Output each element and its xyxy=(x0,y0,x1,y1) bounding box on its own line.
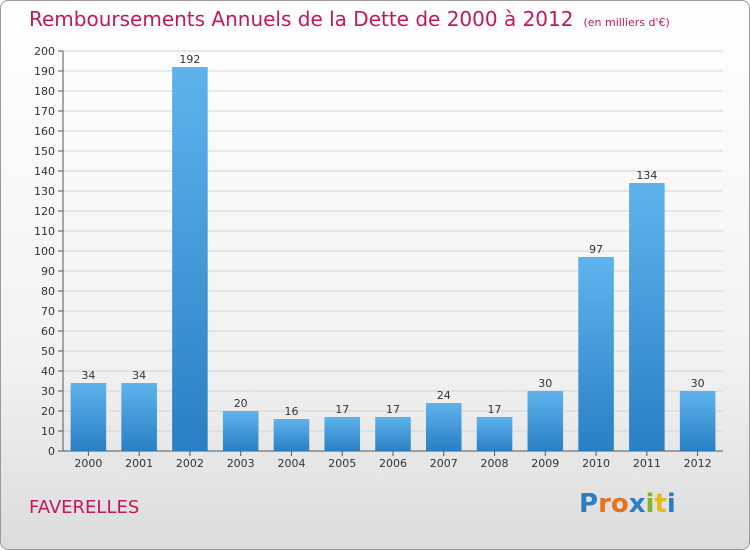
x-tick-label-2001: 2001 xyxy=(125,457,153,470)
logo-letter: i xyxy=(645,489,655,519)
logo-letter: r xyxy=(598,489,611,519)
bar-2005 xyxy=(324,417,360,451)
chart-title: Remboursements Annuels de la Dette de 20… xyxy=(29,7,574,31)
y-tick-label: 30 xyxy=(41,385,55,398)
proxiti-logo: Proxiti xyxy=(579,489,676,519)
y-tick-label: 170 xyxy=(34,105,55,118)
bar-2012 xyxy=(679,391,716,451)
data-label-2008: 17 xyxy=(488,403,502,416)
x-tick-label-2007: 2007 xyxy=(430,457,458,470)
x-tick-label-2004: 2004 xyxy=(277,457,305,470)
x-tick-label-2000: 2000 xyxy=(74,457,102,470)
bar-2006 xyxy=(375,417,411,451)
x-tick-label-2010: 2010 xyxy=(582,457,610,470)
y-tick-label: 40 xyxy=(41,365,55,378)
logo-letter: t xyxy=(654,489,667,519)
bar-2001 xyxy=(121,383,157,451)
title-row: Remboursements Annuels de la Dette de 20… xyxy=(29,7,670,31)
y-tick-label: 60 xyxy=(41,325,55,338)
y-tick-label: 150 xyxy=(34,145,55,158)
bar-2004 xyxy=(273,419,310,451)
data-label-2004: 16 xyxy=(284,405,298,418)
y-tick-label: 190 xyxy=(34,65,55,78)
x-tick-label-2008: 2008 xyxy=(481,457,509,470)
x-tick-label-2011: 2011 xyxy=(633,457,661,470)
bar-2007 xyxy=(426,403,462,451)
y-tick-label: 100 xyxy=(34,245,55,258)
y-tick-label: 140 xyxy=(34,165,55,178)
y-tick-label: 160 xyxy=(34,125,55,138)
bar-2003 xyxy=(222,411,259,451)
bar-2009 xyxy=(527,391,564,451)
y-tick-label: 90 xyxy=(41,265,55,278)
logo-letter: x xyxy=(628,489,646,519)
data-label-2012: 30 xyxy=(691,377,705,390)
x-tick-label-2012: 2012 xyxy=(684,457,712,470)
x-tick-label-2006: 2006 xyxy=(379,457,407,470)
data-label-2010: 97 xyxy=(589,243,603,256)
y-tick-label: 50 xyxy=(41,345,55,358)
data-label-2001: 34 xyxy=(132,369,146,382)
chart-subtitle: (en milliers d'€) xyxy=(583,16,670,29)
y-tick-label: 70 xyxy=(41,305,55,318)
data-label-2009: 30 xyxy=(538,377,552,390)
y-tick-label: 130 xyxy=(34,185,55,198)
x-tick-label-2003: 2003 xyxy=(227,457,255,470)
y-tick-label: 20 xyxy=(41,405,55,418)
logo-letter: o xyxy=(610,489,629,519)
data-label-2000: 34 xyxy=(81,369,95,382)
x-tick-label-2005: 2005 xyxy=(328,457,356,470)
y-tick-label: 10 xyxy=(41,425,55,438)
data-label-2011: 134 xyxy=(636,169,657,182)
y-tick-label: 180 xyxy=(34,85,55,98)
data-label-2007: 24 xyxy=(437,389,451,402)
bar-2000 xyxy=(70,383,107,451)
data-label-2006: 17 xyxy=(386,403,400,416)
data-label-2003: 20 xyxy=(234,397,248,410)
bar-2002 xyxy=(172,67,208,451)
y-tick-label: 200 xyxy=(34,45,55,58)
bar-2008 xyxy=(476,417,513,451)
y-tick-label: 110 xyxy=(34,225,55,238)
y-tick-label: 80 xyxy=(41,285,55,298)
commune-name: FAVERELLES xyxy=(29,497,140,518)
bar-2011 xyxy=(629,183,665,451)
data-label-2002: 192 xyxy=(179,53,200,66)
y-tick-label: 120 xyxy=(34,205,55,218)
logo-letter: P xyxy=(579,489,599,519)
y-tick-label: 0 xyxy=(48,445,55,458)
data-label-2005: 17 xyxy=(335,403,349,416)
bar-2010 xyxy=(578,257,614,451)
logo-letter: i xyxy=(666,489,676,519)
x-tick-label-2002: 2002 xyxy=(176,457,204,470)
x-tick-label-2009: 2009 xyxy=(531,457,559,470)
